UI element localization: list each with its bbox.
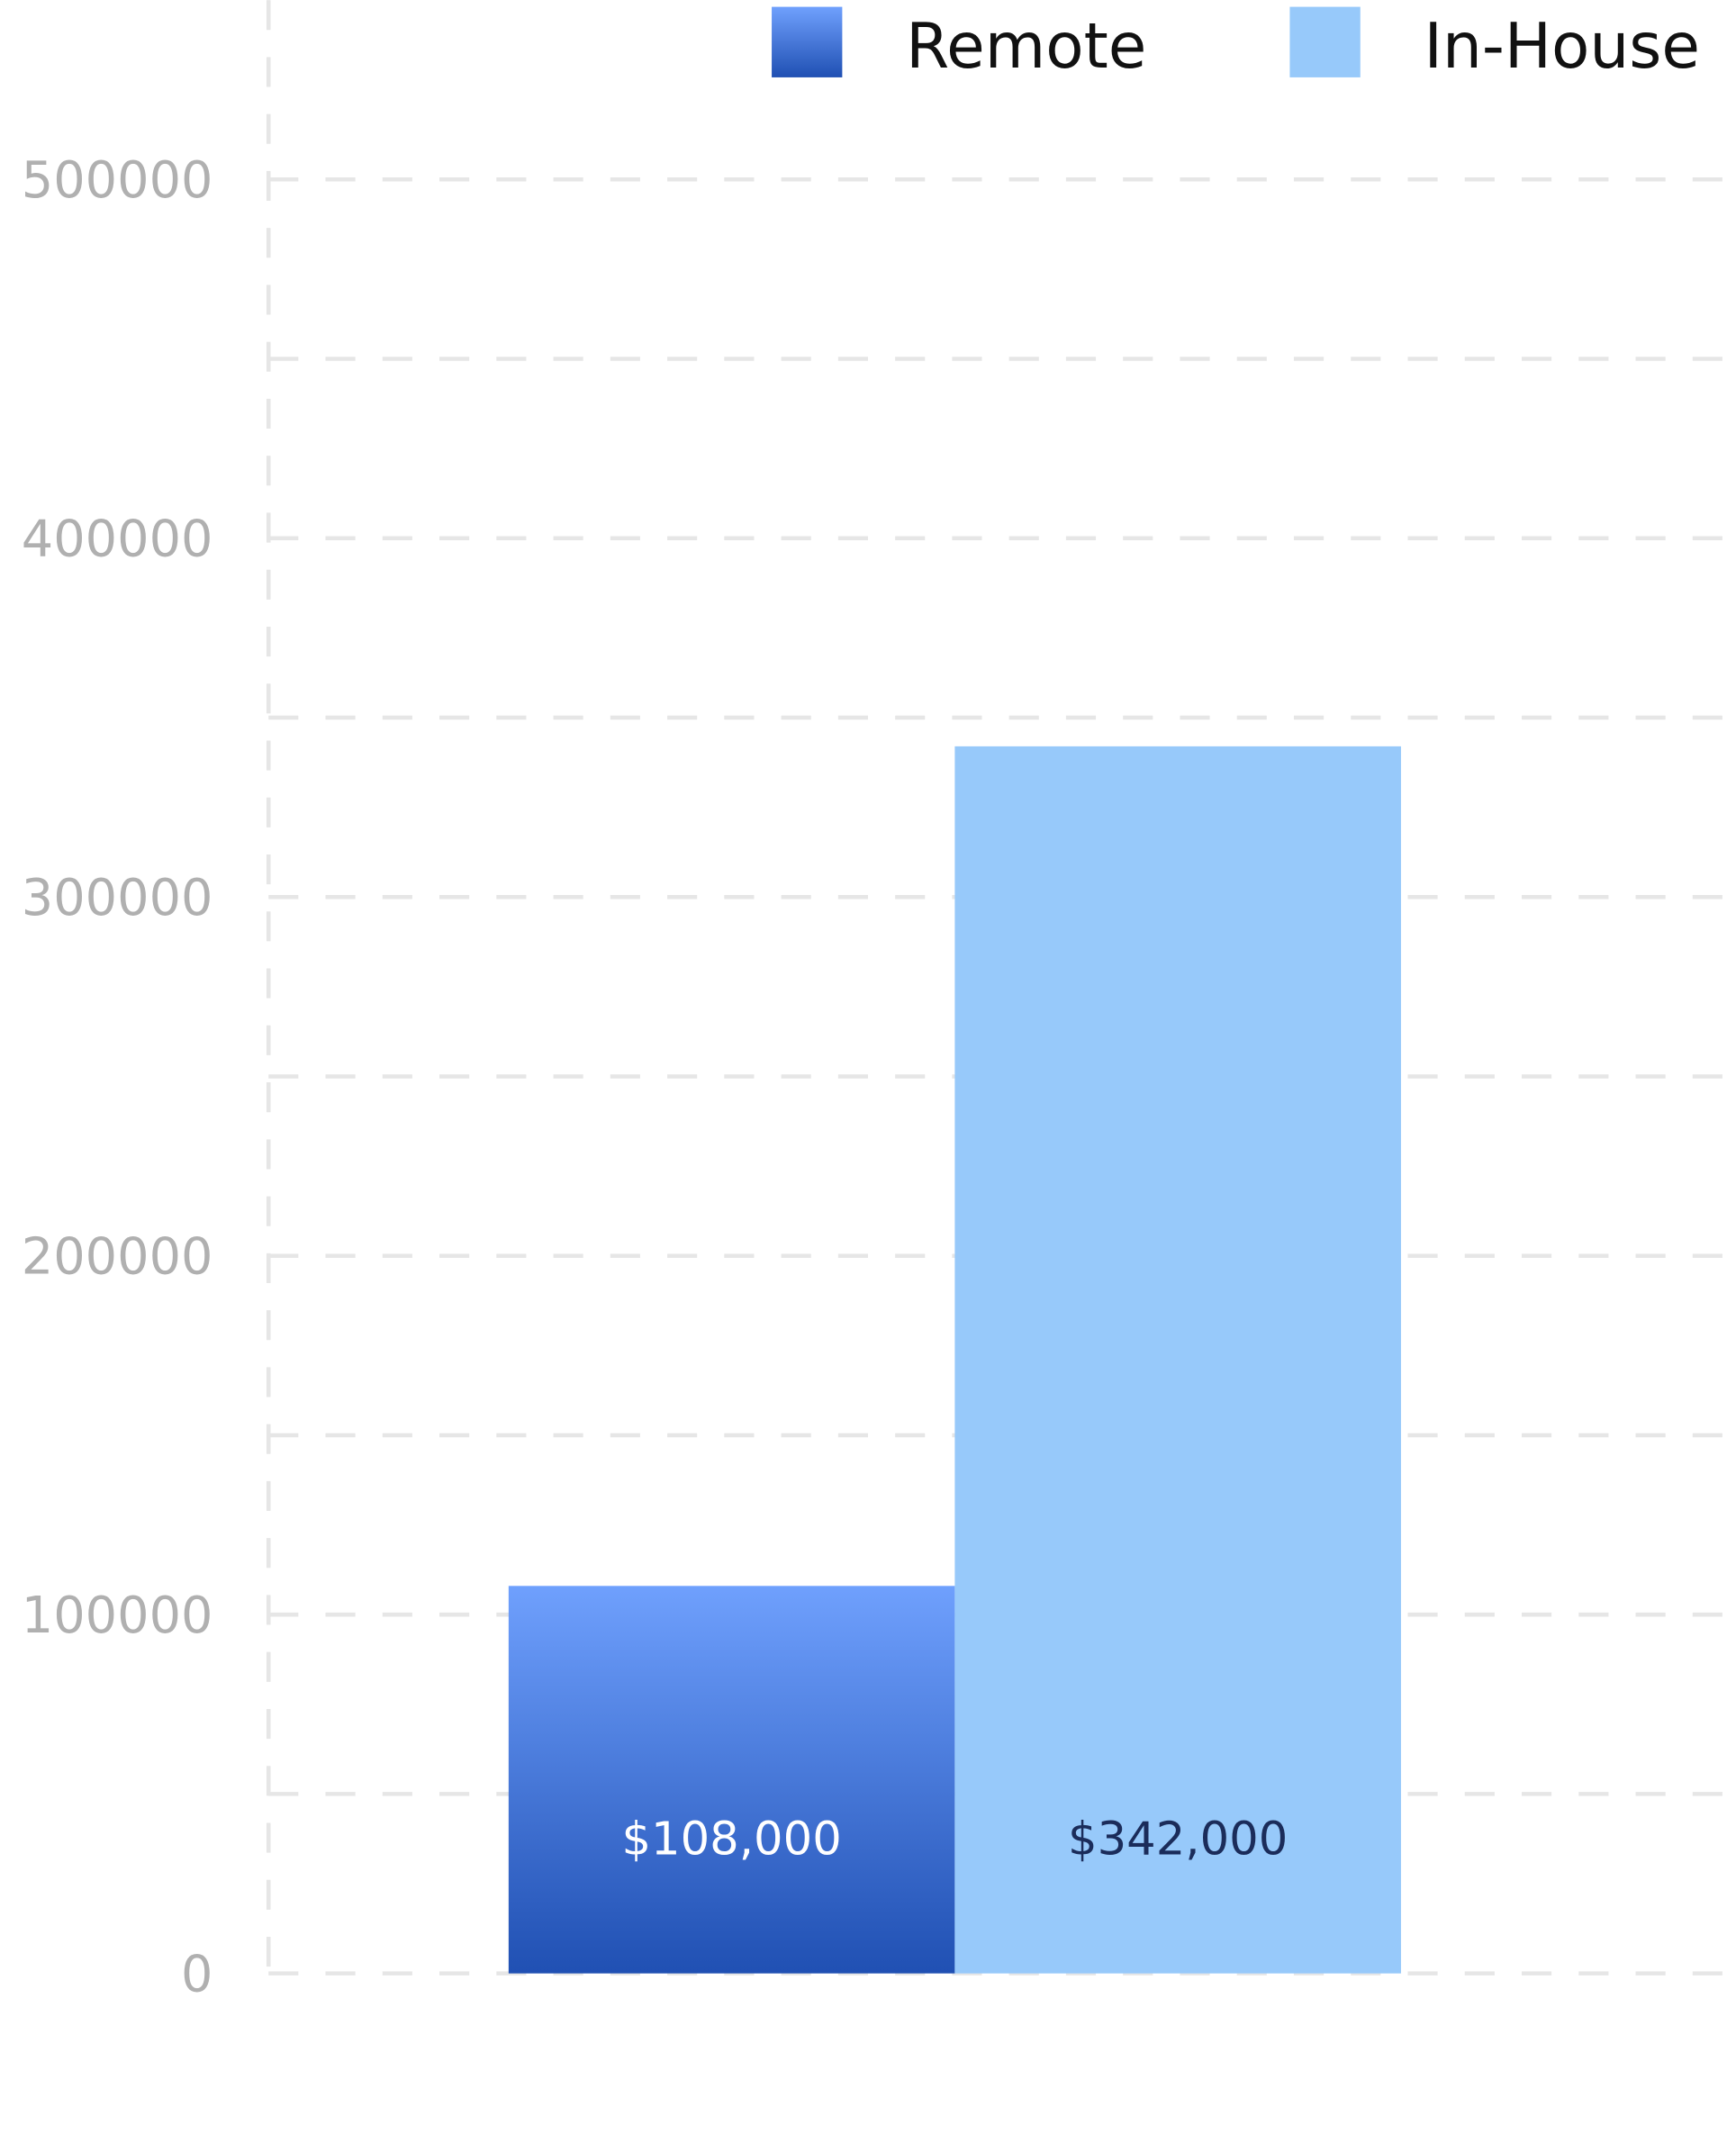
y-tick-label: 100000 xyxy=(22,1587,213,1645)
legend-label: In-House xyxy=(1424,11,1700,83)
y-tick-label: 200000 xyxy=(22,1227,213,1286)
data-label: $108,000 xyxy=(621,1813,841,1867)
data-label: $342,000 xyxy=(1068,1813,1288,1867)
bar xyxy=(508,1586,955,1974)
y-tick-label: 500000 xyxy=(22,151,213,210)
y-tick-label: 400000 xyxy=(22,510,213,568)
legend-swatch xyxy=(1289,6,1361,77)
bar xyxy=(954,746,1401,1974)
legend-swatch xyxy=(772,6,843,77)
y-tick-label: 0 xyxy=(181,1945,212,2003)
y-tick-label: 300000 xyxy=(22,869,213,927)
legend-label: Remote xyxy=(906,11,1146,83)
